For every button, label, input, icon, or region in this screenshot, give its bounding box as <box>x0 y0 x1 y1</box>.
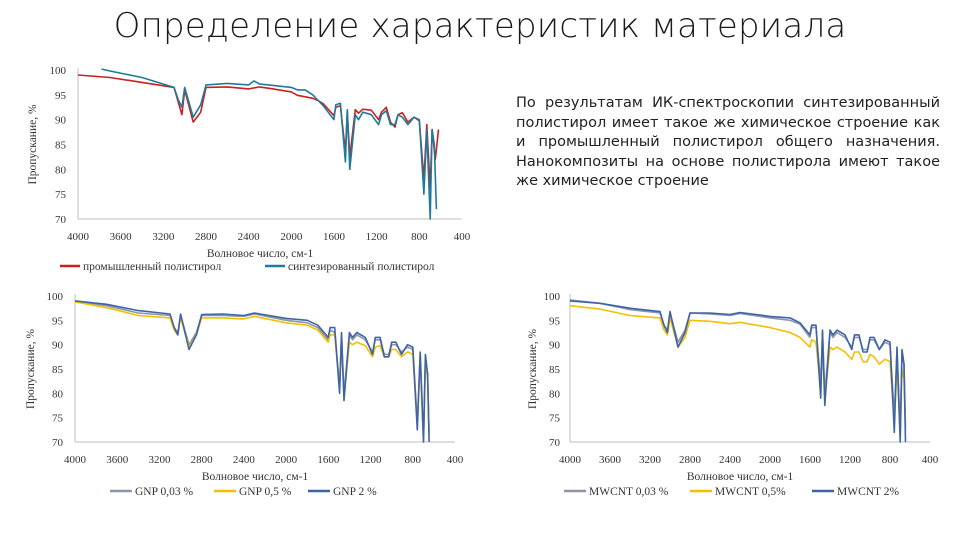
legend-label: промышленный полистирол <box>83 261 221 273</box>
y-tick-label: 95 <box>55 90 67 102</box>
x-tick-label: 4000 <box>559 454 582 466</box>
y-tick-label: 90 <box>52 340 64 352</box>
y-axis-label: Пропускание, % <box>25 329 37 409</box>
x-tick-label: 2800 <box>195 231 218 243</box>
x-tick-label: 2400 <box>233 454 256 466</box>
y-tick-label: 80 <box>549 388 561 400</box>
legend-label: GNP 0,03 % <box>135 486 193 498</box>
conclusion-text: По результатам ИК-спектроскопии синтезир… <box>516 95 940 189</box>
x-tick-label: 1200 <box>360 454 383 466</box>
x-tick-label: 4000 <box>64 454 87 466</box>
x-tick-label: 1600 <box>799 454 822 466</box>
y-tick-label: 80 <box>55 164 67 176</box>
x-axis-label: Волновое число, см-1 <box>202 471 309 483</box>
x-tick-label: 3200 <box>639 454 662 466</box>
y-tick-label: 85 <box>52 364 64 376</box>
x-tick-label: 1600 <box>323 231 346 243</box>
y-tick-label: 70 <box>52 437 64 449</box>
x-tick-label: 800 <box>405 454 422 466</box>
y-tick-label: 75 <box>52 413 64 425</box>
x-tick-label: 400 <box>447 454 464 466</box>
x-tick-label: 1200 <box>366 231 389 243</box>
series-line-1 <box>74 300 430 441</box>
x-tick-label: 1200 <box>839 454 862 466</box>
x-tick-label: 3600 <box>106 454 129 466</box>
y-axis-label: Пропускание, % <box>527 329 539 409</box>
y-tick-label: 70 <box>55 214 67 226</box>
series-line-2 <box>101 68 438 220</box>
x-tick-label: 400 <box>922 454 939 466</box>
y-tick-label: 100 <box>544 291 561 303</box>
x-tick-label: 800 <box>411 231 428 243</box>
series-line-3 <box>569 300 907 443</box>
x-tick-label: 2000 <box>275 454 298 466</box>
y-tick-label: 80 <box>52 388 64 400</box>
x-tick-label: 800 <box>882 454 899 466</box>
x-tick-label: 3600 <box>110 231 133 243</box>
y-tick-label: 70 <box>549 437 561 449</box>
legend-label: MWCNT 2% <box>837 486 899 498</box>
y-tick-label: 90 <box>55 115 67 127</box>
series-line-3 <box>74 300 430 443</box>
x-axis-label: Волновое число, см-1 <box>687 471 794 483</box>
x-tick-label: 1600 <box>317 454 340 466</box>
x-tick-label: 2800 <box>679 454 702 466</box>
series-line-2 <box>569 304 907 438</box>
x-tick-label: 2400 <box>719 454 742 466</box>
legend-label: MWCNT 0,03 % <box>589 486 669 498</box>
x-tick-label: 2400 <box>238 231 261 243</box>
chart-mwcnt-composites: 100 95 90 85 80 75 70 4000 3600 3200 2800 2400 2000 1… <box>527 291 939 498</box>
x-tick-label: 400 <box>454 231 471 243</box>
y-tick-label: 85 <box>549 364 561 376</box>
y-tick-label: 95 <box>549 315 561 327</box>
series-line-2 <box>74 301 430 443</box>
y-tick-label: 85 <box>55 140 67 152</box>
x-tick-label: 3600 <box>599 454 622 466</box>
y-tick-label: 95 <box>52 315 64 327</box>
x-tick-label: 2000 <box>759 454 782 466</box>
y-axis-label: Пропускание, % <box>27 104 39 184</box>
x-axis-label: Волновое число, см-1 <box>207 248 314 260</box>
x-tick-label: 3200 <box>148 454 171 466</box>
x-tick-label: 2000 <box>280 231 303 243</box>
y-tick-label: 75 <box>549 413 561 425</box>
page-title: Определение характеристик материала <box>113 6 847 46</box>
y-tick-label: 75 <box>55 189 67 201</box>
legend-label: GNP 2 % <box>333 486 377 498</box>
y-tick-label: 100 <box>50 65 67 77</box>
x-tick-label: 2800 <box>191 454 214 466</box>
legend-label: MWCNT 0,5% <box>715 486 786 498</box>
series-line-1 <box>569 299 907 434</box>
legend-label: GNP 0,5 % <box>239 486 292 498</box>
y-tick-label: 100 <box>47 291 64 303</box>
y-tick-label: 90 <box>549 340 561 352</box>
x-tick-label: 4000 <box>67 231 90 243</box>
series-line-1 <box>77 74 440 190</box>
legend-label: синтезированный полистирол <box>288 261 435 273</box>
x-tick-label: 3200 <box>152 231 175 243</box>
